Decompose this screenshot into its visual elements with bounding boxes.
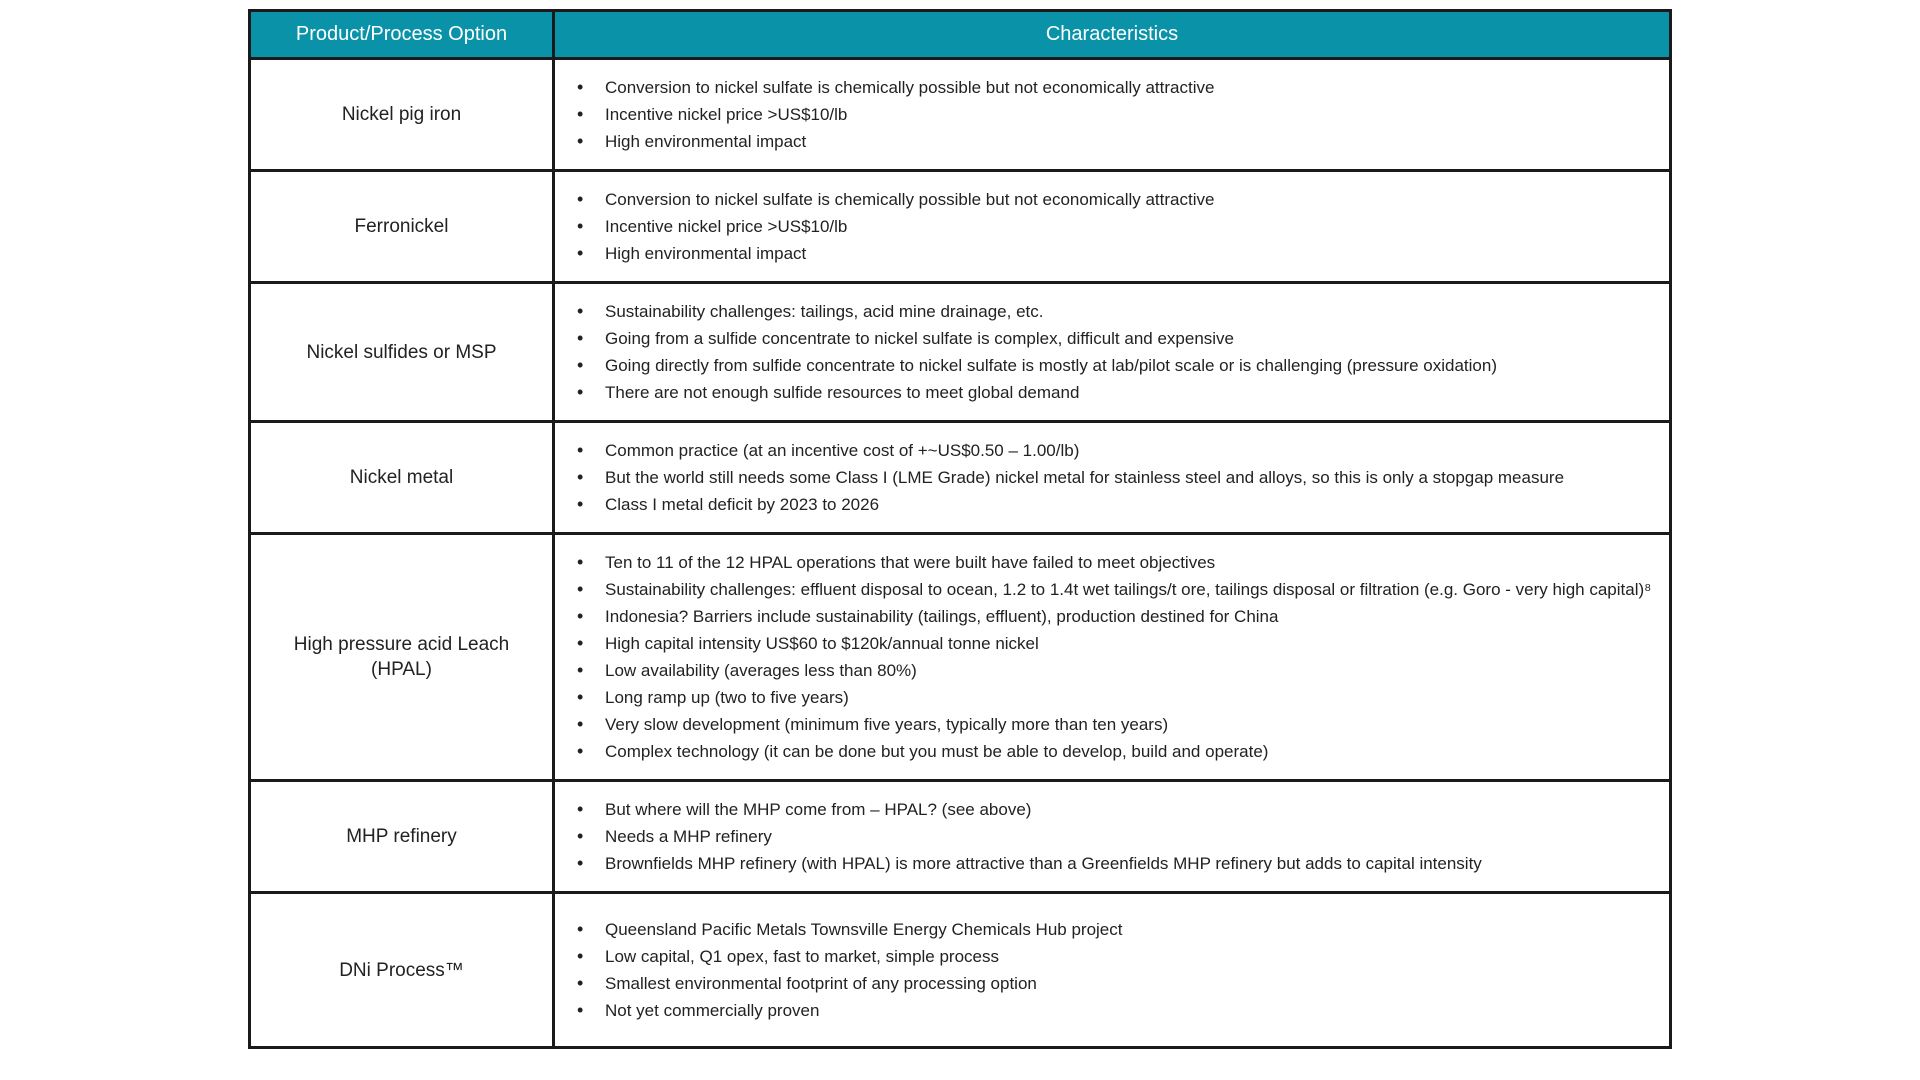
option-cell: Nickel pig iron bbox=[248, 57, 555, 172]
characteristics-list: Sustainability challenges: tailings, aci… bbox=[571, 298, 1661, 406]
table-header: Product/Process Option Characteristics bbox=[248, 9, 1672, 60]
characteristic-bullet: High capital intensity US$60 to $120k/an… bbox=[571, 630, 1661, 657]
characteristic-bullet: Sustainability challenges: tailings, aci… bbox=[571, 298, 1661, 325]
table-row: MHP refinery But where will the MHP come … bbox=[248, 779, 1672, 894]
characteristics-list: Conversion to nickel sulfate is chemical… bbox=[571, 74, 1661, 155]
characteristics-cell: Conversion to nickel sulfate is chemical… bbox=[552, 169, 1672, 284]
option-cell: Ferronickel bbox=[248, 169, 555, 284]
characteristics-list: Ten to 11 of the 12 HPAL operations that… bbox=[571, 549, 1661, 765]
characteristics-cell: Queensland Pacific Metals Townsville Ene… bbox=[552, 891, 1672, 1049]
characteristic-bullet: Indonesia? Barriers include sustainabili… bbox=[571, 603, 1661, 630]
characteristics-cell: But where will the MHP come from – HPAL?… bbox=[552, 779, 1672, 894]
characteristic-bullet: Low capital, Q1 opex, fast to market, si… bbox=[571, 943, 1661, 970]
characteristic-bullet: Conversion to nickel sulfate is chemical… bbox=[571, 186, 1661, 213]
characteristic-bullet: Queensland Pacific Metals Townsville Ene… bbox=[571, 916, 1661, 943]
characteristic-bullet: Incentive nickel price >US$10/lb bbox=[571, 213, 1661, 240]
characteristics-cell: Conversion to nickel sulfate is chemical… bbox=[552, 57, 1672, 172]
table-row: DNi Process™ Queensland Pacific Metals To… bbox=[248, 891, 1672, 1049]
option-cell: MHP refinery bbox=[248, 779, 555, 894]
characteristics-cell: Ten to 11 of the 12 HPAL operations that… bbox=[552, 532, 1672, 782]
table-row: Ferronickel Conversion to nickel sulfate … bbox=[248, 169, 1672, 284]
characteristics-cell: Sustainability challenges: tailings, aci… bbox=[552, 281, 1672, 423]
characteristic-bullet: Very slow development (minimum five year… bbox=[571, 711, 1661, 738]
characteristic-bullet: Needs a MHP refinery bbox=[571, 823, 1661, 850]
characteristic-bullet: Going directly from sulfide concentrate … bbox=[571, 352, 1661, 379]
table-row: Nickel pig iron Conversion to nickel sulf… bbox=[248, 57, 1672, 172]
characteristics-list: But where will the MHP come from – HPAL?… bbox=[571, 796, 1661, 877]
characteristic-bullet: Going from a sulfide concentrate to nick… bbox=[571, 325, 1661, 352]
characteristic-bullet: Low availability (averages less than 80%… bbox=[571, 657, 1661, 684]
characteristics-list: Common practice (at an incentive cost of… bbox=[571, 437, 1661, 518]
table-body: Nickel pig iron Conversion to nickel sulf… bbox=[248, 57, 1672, 1049]
characteristic-bullet: Brownfields MHP refinery (with HPAL) is … bbox=[571, 850, 1661, 877]
header-row: Product/Process Option Characteristics bbox=[248, 9, 1672, 60]
characteristics-list: Conversion to nickel sulfate is chemical… bbox=[571, 186, 1661, 267]
characteristic-bullet: Long ramp up (two to five years) bbox=[571, 684, 1661, 711]
characteristics-cell: Common practice (at an incentive cost of… bbox=[552, 420, 1672, 535]
option-cell: High pressure acid Leach (HPAL) bbox=[248, 532, 555, 782]
characteristic-bullet: But where will the MHP come from – HPAL?… bbox=[571, 796, 1661, 823]
option-cell: Nickel metal bbox=[248, 420, 555, 535]
table-row: Nickel sulfides or MSP Sustainability cha… bbox=[248, 281, 1672, 423]
column-header-characteristics: Characteristics bbox=[552, 9, 1672, 60]
characteristics-list: Queensland Pacific Metals Townsville Ene… bbox=[571, 916, 1661, 1024]
characteristic-bullet: Ten to 11 of the 12 HPAL operations that… bbox=[571, 549, 1661, 576]
characteristic-bullet: But the world still needs some Class I (… bbox=[571, 464, 1661, 491]
characteristic-bullet: Complex technology (it can be done but y… bbox=[571, 738, 1661, 765]
table-row: Nickel metal Common practice (at an incen… bbox=[248, 420, 1672, 535]
characteristic-bullet: High environmental impact bbox=[571, 128, 1661, 155]
characteristic-bullet: Smallest environmental footprint of any … bbox=[571, 970, 1661, 997]
characteristic-bullet: Incentive nickel price >US$10/lb bbox=[571, 101, 1661, 128]
characteristic-bullet: Class I metal deficit by 2023 to 2026 bbox=[571, 491, 1661, 518]
characteristic-bullet: Conversion to nickel sulfate is chemical… bbox=[571, 74, 1661, 101]
characteristic-bullet: Common practice (at an incentive cost of… bbox=[571, 437, 1661, 464]
product-process-table-container: Product/Process Option Characteristics N… bbox=[248, 9, 1672, 1049]
option-cell: Nickel sulfides or MSP bbox=[248, 281, 555, 423]
characteristic-bullet: Sustainability challenges: effluent disp… bbox=[571, 576, 1661, 603]
option-cell: DNi Process™ bbox=[248, 891, 555, 1049]
table-row: High pressure acid Leach (HPAL) Ten to 11… bbox=[248, 532, 1672, 782]
characteristic-bullet: High environmental impact bbox=[571, 240, 1661, 267]
characteristic-bullet: Not yet commercially proven bbox=[571, 997, 1661, 1024]
column-header-product-process-option: Product/Process Option bbox=[248, 9, 555, 60]
product-process-table: Product/Process Option Characteristics N… bbox=[248, 9, 1672, 1049]
characteristic-bullet: There are not enough sulfide resources t… bbox=[571, 379, 1661, 406]
